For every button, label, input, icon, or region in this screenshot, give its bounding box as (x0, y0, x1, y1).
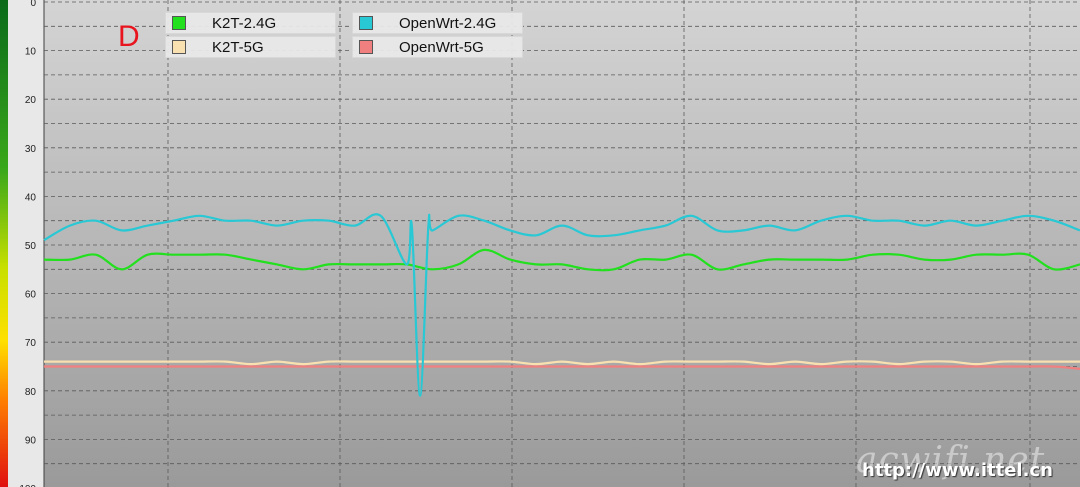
legend-label-openwrt-5g: OpenWrt-5G (399, 38, 484, 56)
legend-swatch-k2t-5g (172, 40, 186, 54)
watermark-faint: acwifi.net (856, 440, 1046, 481)
y-tick-label: 80 (25, 387, 37, 398)
legend-swatch-openwrt-5g (359, 40, 373, 54)
y-tick-label: 50 (25, 241, 37, 252)
legend-item-openwrt-5g: OpenWrt-5G (352, 36, 523, 58)
y-tick-label: 90 (25, 435, 37, 446)
legend-label-k2t-5g: K2T-5G (212, 38, 264, 56)
series-line-openwrt-5g (43, 365, 1080, 370)
y-tick-label: 10 (25, 47, 37, 58)
watermark-url: http://www.ittel.cn (862, 460, 1053, 481)
y-tick-label: 60 (25, 290, 37, 301)
y-tick-label: 40 (25, 192, 37, 203)
y-tick-label: 20 (25, 95, 37, 106)
legend-label-k2t-24g: K2T-2.4G (212, 14, 277, 32)
legend-label-openwrt-24g: OpenWrt-2.4G (399, 14, 497, 32)
y-tick-label: 0 (30, 0, 36, 9)
series-line-openwrt-2-4g (43, 213, 1080, 397)
series-line-k2t-2-4g (43, 248, 1080, 272)
y-tick-label: 30 (25, 144, 37, 155)
legend-item-k2t-5g: K2T-5G (165, 36, 336, 58)
legend-item-k2t-24g: K2T-2.4G (165, 12, 336, 34)
legend-swatch-k2t-24g (172, 16, 186, 30)
legend-swatch-openwrt-24g (359, 16, 373, 30)
panel-letter: D (118, 20, 140, 53)
series-line-k2t-5g (44, 360, 1080, 366)
legend-item-openwrt-24g: OpenWrt-2.4G (352, 12, 523, 34)
y-tick-label: 70 (25, 338, 37, 349)
y-tick-label: 100 (19, 484, 36, 487)
